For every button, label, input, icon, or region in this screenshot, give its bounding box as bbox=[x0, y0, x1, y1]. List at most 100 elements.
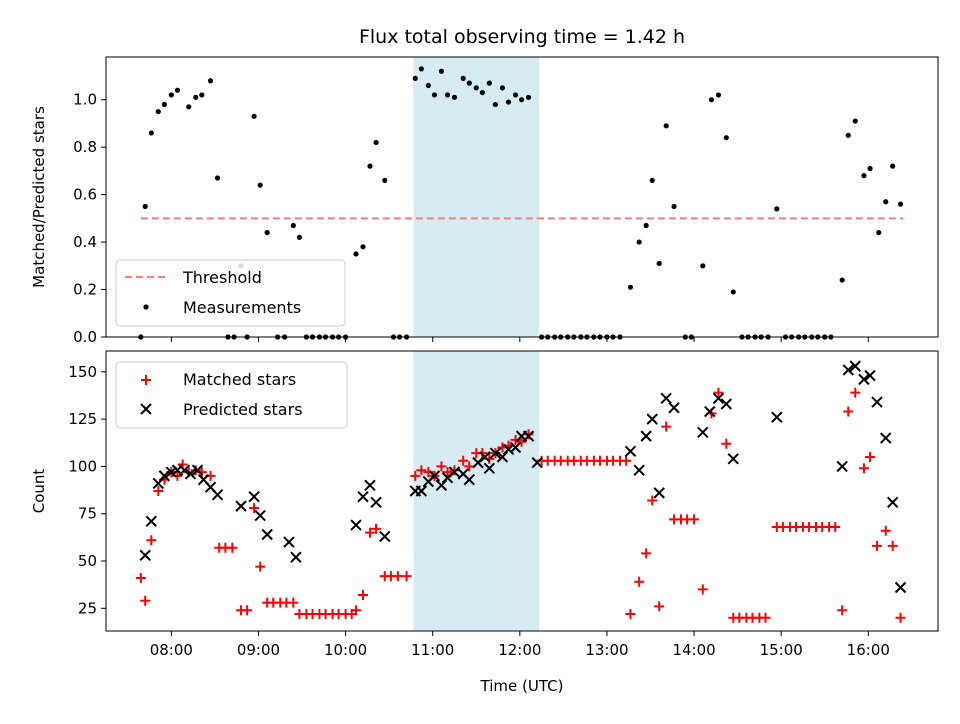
legend-matched-swatch bbox=[141, 375, 151, 385]
matched-star-point bbox=[364, 527, 375, 538]
measurement-point bbox=[839, 277, 845, 283]
matched-star-point bbox=[625, 608, 636, 619]
predicted-star-point bbox=[886, 496, 899, 509]
measurement-point bbox=[883, 199, 889, 205]
predicted-star-point bbox=[633, 464, 645, 476]
predicted-star-point bbox=[502, 443, 515, 456]
measurement-point bbox=[656, 260, 662, 267]
matched-star-point bbox=[830, 521, 841, 532]
matched-star-point bbox=[227, 542, 238, 553]
matched-star-point bbox=[850, 387, 861, 398]
predicted-star-point bbox=[428, 470, 441, 482]
measurement-point bbox=[861, 173, 867, 179]
measurement-point bbox=[852, 118, 858, 124]
measurement-point bbox=[155, 108, 161, 115]
predicted-star-point bbox=[350, 519, 362, 531]
matched-star-point bbox=[621, 455, 632, 466]
matched-star-point bbox=[153, 486, 164, 496]
predicted-star-point bbox=[771, 411, 783, 423]
predicted-star-point bbox=[836, 460, 848, 473]
measurement-point bbox=[518, 97, 525, 103]
predicted-star-point bbox=[261, 528, 273, 541]
highlight-span bbox=[413, 57, 539, 337]
matched-star-point bbox=[458, 455, 469, 466]
predicted-star-point bbox=[184, 468, 197, 480]
matched-star-point bbox=[641, 548, 652, 559]
matched-star-point bbox=[654, 601, 665, 612]
matched-star-point bbox=[523, 429, 534, 440]
predicted-star-point bbox=[522, 430, 535, 442]
measurement-point bbox=[730, 289, 736, 295]
measurement-point bbox=[438, 68, 445, 74]
predicted-star-point bbox=[640, 430, 652, 442]
measurement-point bbox=[186, 104, 192, 110]
matched-star-point bbox=[358, 590, 369, 601]
measurement-point bbox=[505, 99, 512, 105]
plot-frame bbox=[105, 56, 939, 338]
predicted-star-point bbox=[364, 479, 376, 492]
matched-star-point bbox=[146, 535, 157, 546]
x-axis-label: Time (UTC) bbox=[480, 677, 564, 695]
matched-star-point bbox=[858, 463, 869, 474]
matched-star-point bbox=[401, 571, 412, 582]
predicted-star-point bbox=[489, 447, 502, 459]
x-tick-label: 09:00 bbox=[237, 641, 280, 659]
measurement-point bbox=[671, 203, 677, 210]
matched-star-point bbox=[255, 561, 266, 572]
predicted-star-point bbox=[191, 464, 204, 476]
measurement-point bbox=[142, 203, 148, 210]
predicted-star-point bbox=[871, 396, 883, 408]
measurement-point bbox=[492, 101, 499, 108]
predicted-star-point bbox=[435, 479, 448, 492]
measurement-point bbox=[214, 175, 221, 181]
matched-star-point bbox=[880, 525, 891, 536]
measurement-point bbox=[444, 92, 451, 98]
legend-threshold-label: Threshold bbox=[182, 268, 262, 287]
chart-title: Flux total observing time = 1.42 h bbox=[359, 26, 685, 48]
predicted-star-point bbox=[727, 453, 739, 465]
measurement-point bbox=[460, 75, 466, 81]
matched-star-point bbox=[392, 571, 403, 582]
measurement-point bbox=[251, 113, 257, 119]
measurement-point bbox=[486, 80, 492, 86]
matched-star-point bbox=[689, 514, 700, 525]
legend-measurements-label: Measurements bbox=[183, 298, 301, 317]
measurement-point bbox=[353, 251, 359, 257]
matched-star-point bbox=[843, 406, 854, 417]
matched-star-point bbox=[249, 503, 260, 514]
matched-star-point bbox=[449, 465, 460, 476]
x-tick-label: 16:00 bbox=[847, 641, 890, 659]
predicted-star-point bbox=[880, 432, 892, 444]
series-predicted-stars bbox=[139, 360, 907, 594]
predicted-star-point bbox=[463, 473, 475, 486]
measurement-point bbox=[425, 82, 431, 89]
measurement-point bbox=[264, 229, 270, 236]
measurement-point bbox=[466, 80, 472, 86]
measurement-point bbox=[708, 97, 715, 103]
highlight-span bbox=[413, 351, 539, 631]
predicted-star-point bbox=[720, 398, 733, 410]
measurement-point bbox=[897, 201, 904, 207]
matched-star-point bbox=[410, 470, 421, 481]
matched-star-point bbox=[242, 605, 253, 616]
matched-star-point bbox=[697, 584, 708, 595]
matched-star-point bbox=[887, 540, 898, 551]
y-tick-label: 50 bbox=[78, 552, 97, 570]
predicted-star-point bbox=[496, 451, 509, 463]
matched-star-point bbox=[713, 387, 724, 398]
matched-star-point bbox=[760, 612, 771, 623]
predicted-star-point bbox=[842, 364, 854, 376]
matched-star-point bbox=[135, 573, 146, 584]
x-tick-label: 10:00 bbox=[324, 641, 367, 659]
plot-frame bbox=[105, 350, 939, 632]
predicted-star-point bbox=[152, 477, 164, 490]
predicted-star-point bbox=[646, 413, 658, 425]
predicted-star-point bbox=[178, 464, 191, 476]
y-tick-label: 0.2 bbox=[73, 281, 97, 299]
matched-star-point bbox=[721, 438, 732, 449]
legend-measurements-swatch bbox=[143, 304, 149, 310]
legend-predicted-swatch bbox=[140, 403, 152, 415]
legend-predicted-label: Predicted stars bbox=[183, 400, 303, 419]
y-tick-label: 25 bbox=[78, 599, 97, 617]
measurement-point bbox=[148, 130, 154, 136]
